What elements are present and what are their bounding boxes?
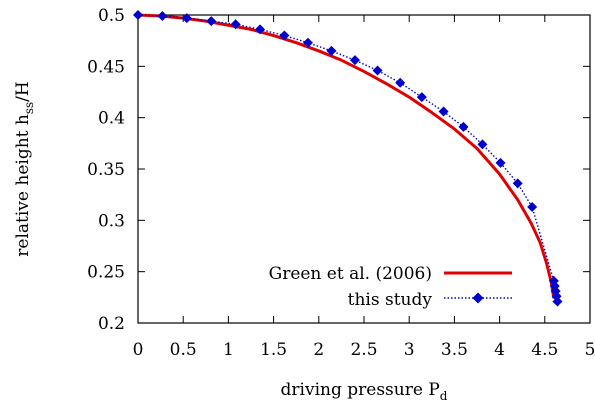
y-tick-label: 0.3 bbox=[98, 211, 125, 231]
data-point-this-study bbox=[372, 65, 383, 76]
data-point-this-study bbox=[495, 157, 506, 168]
data-point-this-study bbox=[395, 77, 406, 88]
data-point-this-study bbox=[349, 55, 360, 66]
legend-label-1: this study bbox=[348, 290, 433, 310]
y-tick-label: 0.5 bbox=[98, 6, 125, 26]
x-tick-label: 4.5 bbox=[531, 340, 558, 360]
data-point-this-study bbox=[477, 139, 488, 150]
x-tick-label: 4 bbox=[494, 340, 505, 360]
y-axis-title-sub: ss bbox=[22, 102, 36, 114]
data-point-this-study bbox=[279, 30, 290, 41]
x-tick-label: 0.5 bbox=[170, 340, 197, 360]
data-point-this-study bbox=[133, 10, 143, 20]
y-axis-title-main: relative height h bbox=[13, 114, 33, 257]
x-tick-label: 2.5 bbox=[350, 340, 377, 360]
y-axis-title: relative height hss/H bbox=[13, 81, 36, 256]
legend-label-0: Green et al. (2006) bbox=[269, 264, 432, 284]
x-tick-label: 0 bbox=[133, 340, 144, 360]
legend: Green et al. (2006) this study bbox=[269, 264, 512, 310]
y-tick-label: 0.45 bbox=[87, 57, 125, 77]
x-tick-label: 1 bbox=[223, 340, 234, 360]
data-point-this-study bbox=[255, 24, 266, 35]
data-point-this-study bbox=[512, 178, 523, 189]
x-tick-label: 5 bbox=[585, 340, 595, 360]
y-axis-ticks: 0.2 0.25 0.3 0.35 0.4 0.45 0.5 bbox=[87, 6, 590, 334]
data-point-this-study bbox=[438, 106, 449, 117]
x-axis-title-sub: d bbox=[440, 389, 448, 403]
legend-marker-1 bbox=[472, 292, 484, 304]
data-point-this-study bbox=[230, 19, 241, 30]
data-point-this-study bbox=[326, 45, 337, 56]
x-tick-label: 2 bbox=[313, 340, 324, 360]
data-point-this-study bbox=[552, 296, 563, 307]
data-point-this-study bbox=[157, 11, 168, 22]
x-tick-label: 1.5 bbox=[260, 340, 287, 360]
data-point-this-study bbox=[458, 121, 469, 132]
data-point-this-study bbox=[527, 201, 538, 212]
data-point-this-study bbox=[416, 92, 427, 103]
series-layer bbox=[133, 10, 563, 307]
y-tick-label: 0.25 bbox=[87, 263, 125, 283]
y-tick-label: 0.2 bbox=[98, 314, 125, 334]
x-axis-ticks: 0 0.5 1 1.5 2 2.5 3 3.5 4 4.5 5 bbox=[133, 15, 595, 360]
y-tick-label: 0.35 bbox=[87, 160, 125, 180]
series-line-green-2006 bbox=[137, 13, 556, 299]
y-tick-label: 0.4 bbox=[98, 109, 125, 129]
x-axis-title: driving pressure Pd bbox=[281, 380, 448, 403]
x-tick-label: 3.5 bbox=[441, 340, 468, 360]
x-tick-label: 3 bbox=[404, 340, 415, 360]
data-point-this-study bbox=[302, 37, 313, 48]
data-point-this-study bbox=[181, 13, 192, 24]
y-axis-title-suffix: /H bbox=[13, 81, 33, 102]
data-point-this-study bbox=[206, 16, 217, 27]
series-line-this-study bbox=[137, 14, 559, 302]
x-axis-title-main: driving pressure P bbox=[281, 380, 440, 400]
